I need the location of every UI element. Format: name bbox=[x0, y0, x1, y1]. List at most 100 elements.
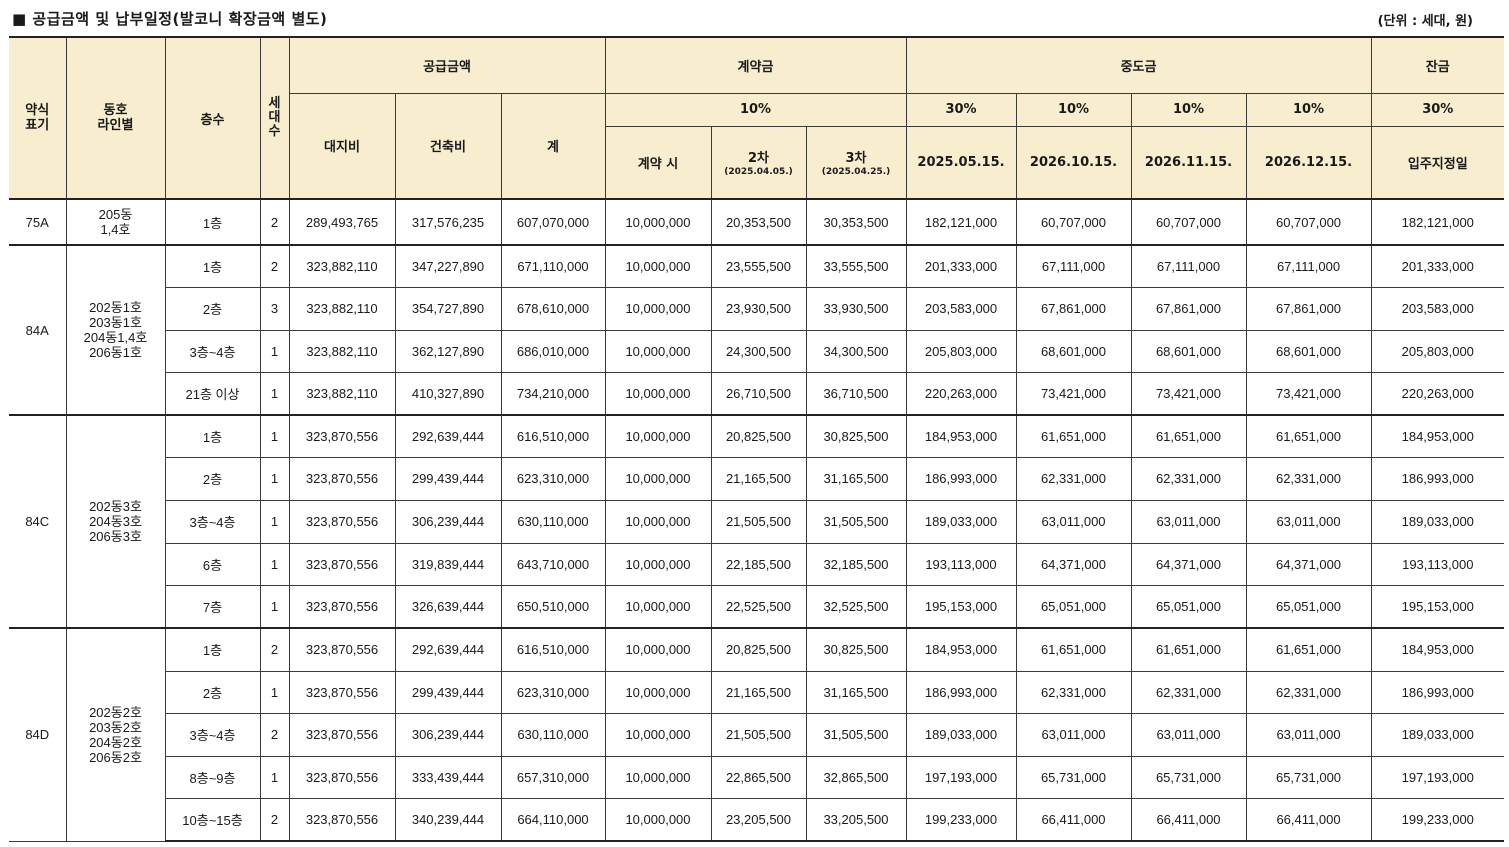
header-deposit-pct: 10% bbox=[604, 92, 907, 127]
price-table-body: 75A 205동 1,4호 1층 2 289,493,765 317,576,235 607,… bbox=[9, 198, 1505, 842]
total-cell: 616,510,000 bbox=[500, 414, 606, 458]
m4-cell: 63,011,000 bbox=[1245, 499, 1372, 544]
floor-cell: 1층 bbox=[164, 244, 261, 288]
header-bal-pct: 30% bbox=[1370, 92, 1505, 127]
units-cell: 2 bbox=[259, 712, 290, 757]
land-cell: 323,882,110 bbox=[288, 329, 396, 373]
m1-cell: 189,033,000 bbox=[905, 499, 1017, 544]
line-text: 202동1호 203동1호 204동1,4호 206동1호 bbox=[83, 300, 148, 360]
m1-cell: 189,033,000 bbox=[905, 712, 1017, 757]
units-cell: 2 bbox=[259, 244, 290, 288]
m1-cell: 199,233,000 bbox=[905, 797, 1017, 842]
building-cell: 354,727,890 bbox=[394, 286, 502, 331]
total-cell: 678,610,000 bbox=[500, 286, 606, 331]
building-cell: 319,839,444 bbox=[394, 542, 502, 586]
floor-cell: 6층 bbox=[164, 542, 261, 586]
bal-cell: 195,153,000 bbox=[1370, 584, 1505, 629]
d3-cell: 31,165,500 bbox=[805, 456, 907, 501]
table-row: 84C 202동3호 204동3호 206동3호 1층 1 323,870,556 292,6… bbox=[9, 414, 1505, 629]
header-dep1: 계약 시 bbox=[604, 125, 712, 200]
m3-cell: 67,861,000 bbox=[1130, 286, 1247, 331]
units-cell: 1 bbox=[259, 371, 290, 416]
m2-cell: 73,421,000 bbox=[1015, 371, 1132, 416]
total-cell: 630,110,000 bbox=[500, 499, 606, 544]
total-cell: 623,310,000 bbox=[500, 456, 606, 501]
type-cell: 84A bbox=[9, 244, 67, 416]
m4-cell: 62,331,000 bbox=[1245, 456, 1372, 501]
m4-cell: 60,707,000 bbox=[1245, 198, 1372, 246]
m3-cell: 67,111,000 bbox=[1130, 244, 1247, 288]
d1-cell: 10,000,000 bbox=[604, 670, 712, 714]
m1-cell: 186,993,000 bbox=[905, 670, 1017, 714]
floor-cell: 3층~4층 bbox=[164, 712, 261, 757]
land-cell: 323,870,556 bbox=[288, 542, 396, 586]
units-cell: 1 bbox=[259, 456, 290, 501]
total-cell: 657,310,000 bbox=[500, 755, 606, 799]
m4-cell: 63,011,000 bbox=[1245, 712, 1372, 757]
d1-cell: 10,000,000 bbox=[604, 371, 712, 416]
header-floor: 층수 bbox=[164, 36, 261, 200]
header-dep3-label: 3차 bbox=[845, 151, 867, 167]
units-cell: 3 bbox=[259, 286, 290, 331]
m3-cell: 65,051,000 bbox=[1130, 584, 1247, 629]
d1-cell: 10,000,000 bbox=[604, 198, 712, 246]
floor-cell: 7층 bbox=[164, 584, 261, 629]
m1-cell: 184,953,000 bbox=[905, 627, 1017, 672]
total-cell: 734,210,000 bbox=[500, 371, 606, 416]
m4-cell: 65,731,000 bbox=[1245, 755, 1372, 799]
land-cell: 323,870,556 bbox=[288, 627, 396, 672]
page-title: ■ 공급금액 및 납부일정(발코니 확장금액 별도) bbox=[12, 10, 328, 28]
d3-cell: 33,555,500 bbox=[805, 244, 907, 288]
land-cell: 323,870,556 bbox=[288, 584, 396, 629]
m1-cell: 184,953,000 bbox=[905, 414, 1017, 458]
m2-cell: 65,731,000 bbox=[1015, 755, 1132, 799]
total-cell: 607,070,000 bbox=[500, 198, 606, 246]
m2-cell: 62,331,000 bbox=[1015, 456, 1132, 501]
table-row: 75A 205동 1,4호 1층 2 289,493,765 317,576,235 607,… bbox=[9, 198, 1505, 246]
m4-cell: 61,651,000 bbox=[1245, 627, 1372, 672]
table-row: 2층 1 323,870,556 299,439,444 623,310,000 10,0… bbox=[9, 670, 1505, 714]
d1-cell: 10,000,000 bbox=[604, 627, 712, 672]
d2-cell: 22,185,500 bbox=[710, 542, 807, 586]
units-cell: 1 bbox=[259, 670, 290, 714]
table-row: 8층~9층 1 323,870,556 333,439,444 657,310,000 1… bbox=[9, 755, 1505, 799]
bal-cell: 184,953,000 bbox=[1370, 414, 1505, 458]
building-cell: 299,439,444 bbox=[394, 456, 502, 501]
m4-cell: 67,861,000 bbox=[1245, 286, 1372, 331]
header-m4-date: 2026.12.15. bbox=[1245, 125, 1372, 200]
d3-cell: 30,353,500 bbox=[805, 198, 907, 246]
d3-cell: 33,930,500 bbox=[805, 286, 907, 331]
d2-cell: 21,165,500 bbox=[710, 670, 807, 714]
header-building: 건축비 bbox=[394, 92, 502, 200]
m2-cell: 60,707,000 bbox=[1015, 198, 1132, 246]
header-type: 약식 표기 bbox=[9, 36, 67, 200]
d1-cell: 10,000,000 bbox=[604, 584, 712, 629]
building-cell: 306,239,444 bbox=[394, 712, 502, 757]
table-row: 3층~4층 2 323,870,556 306,239,444 630,110,000 1… bbox=[9, 712, 1505, 757]
bal-cell: 220,263,000 bbox=[1370, 371, 1505, 416]
d1-cell: 10,000,000 bbox=[604, 755, 712, 799]
d2-cell: 26,710,500 bbox=[710, 371, 807, 416]
header-m2-pct: 10% bbox=[1015, 92, 1132, 127]
line-text: 205동 1,4호 bbox=[98, 207, 133, 237]
total-cell: 671,110,000 bbox=[500, 244, 606, 288]
header-bal-date: 입주지정일 bbox=[1370, 125, 1505, 200]
header-m1-pct: 30% bbox=[905, 92, 1017, 127]
floor-cell: 2층 bbox=[164, 286, 261, 331]
bal-cell: 203,583,000 bbox=[1370, 286, 1505, 331]
m1-cell: 203,583,000 bbox=[905, 286, 1017, 331]
units-cell: 1 bbox=[259, 329, 290, 373]
total-cell: 686,010,000 bbox=[500, 329, 606, 373]
table-row: 2층 3 323,882,110 354,727,890 678,610,000 10,0… bbox=[9, 286, 1505, 331]
d3-cell: 31,505,500 bbox=[805, 499, 907, 544]
m3-cell: 64,371,000 bbox=[1130, 542, 1247, 586]
m4-cell: 65,051,000 bbox=[1245, 584, 1372, 629]
table-row: 3층~4층 1 323,882,110 362,127,890 686,010,000 1… bbox=[9, 329, 1505, 373]
line-text: 202동2호 203동2호 204동2호 206동2호 bbox=[89, 704, 142, 765]
m4-cell: 61,651,000 bbox=[1245, 414, 1372, 458]
total-cell: 630,110,000 bbox=[500, 712, 606, 757]
unit-label: (단위 : 세대, 원) bbox=[1377, 14, 1473, 29]
header-balance: 잔금 bbox=[1370, 36, 1505, 94]
d3-cell: 36,710,500 bbox=[805, 371, 907, 416]
land-cell: 323,870,556 bbox=[288, 755, 396, 799]
